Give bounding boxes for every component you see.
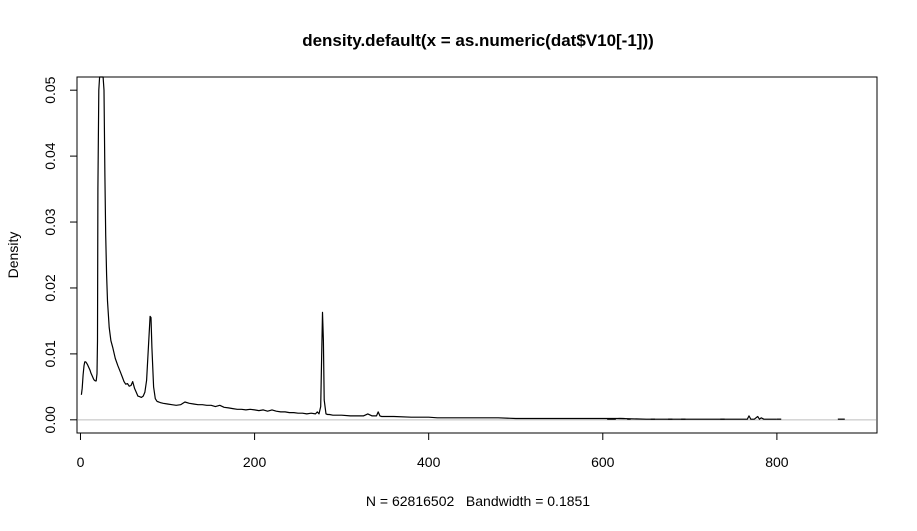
y-tick-label: 0.05 <box>42 76 58 103</box>
y-tick-label: 0.03 <box>42 208 58 235</box>
x-tick-label: 600 <box>591 454 615 470</box>
y-tick-label: 0.02 <box>42 274 58 301</box>
x-tick-label: 0 <box>77 454 85 470</box>
x-axis: 0 200 400 600 800 <box>77 432 789 470</box>
x-tick-label: 800 <box>765 454 789 470</box>
y-axis: 0.00 0.01 0.02 0.03 0.04 0.05 <box>42 76 78 433</box>
x-tick-label: 400 <box>417 454 441 470</box>
chart-title: density.default(x = as.numeric(dat$V10[-… <box>302 31 654 50</box>
y-tick-label: 0.00 <box>42 406 58 433</box>
density-series <box>80 76 845 420</box>
x-tick-label: 200 <box>243 454 267 470</box>
y-tick-label: 0.01 <box>42 340 58 367</box>
x-axis-label: N = 62816502 Bandwidth = 0.1851 <box>366 493 590 509</box>
plot-frame <box>76 76 878 434</box>
y-tick-label: 0.04 <box>42 142 58 169</box>
density-line-0 <box>80 76 777 420</box>
y-axis-label: Density <box>5 232 21 279</box>
